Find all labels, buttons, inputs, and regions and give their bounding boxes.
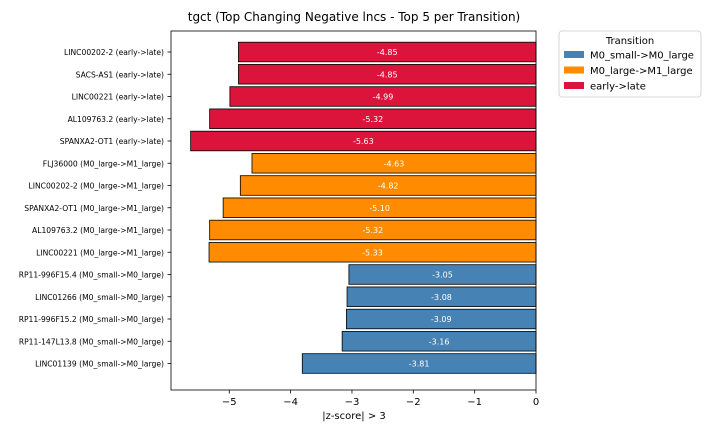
bar-value-label: -3.16 [429, 337, 450, 346]
legend-box [558, 30, 702, 98]
legend-swatch [564, 66, 584, 74]
bar-value-label: -3.09 [431, 315, 452, 324]
plot-area: -4.85 LINC00202-2 (early->late) -4.85 SACS-… [19, 30, 539, 408]
legend: Transition M0_small->M0_large M0_large->M1… [558, 30, 702, 98]
bar-value-label: -3.08 [431, 293, 452, 302]
bar-value-label: -3.81 [409, 360, 430, 369]
bar-value-label: -4.99 [373, 93, 394, 102]
bar-value-label: -4.85 [377, 70, 398, 79]
legend-swatch [564, 82, 584, 89]
y-tick-label: LINC00221 (M0_large->M1_large) [36, 248, 164, 257]
y-tick-label: LINC00221 (early->late) [72, 93, 164, 102]
bar-value-label: -5.63 [353, 137, 374, 146]
y-tick-label: LINC00202-2 (M0_large->M1_large) [29, 182, 165, 191]
y-tick-label: LINC01139 (M0_small->M0_large) [35, 360, 164, 369]
bar-value-label: -5.10 [369, 204, 390, 213]
y-tick-label: LINC01266 (M0_small->M0_large) [35, 293, 164, 302]
y-tick-label: SPANXA2-OT1 (M0_large->M1_large) [24, 204, 164, 213]
legend-title: Transition [605, 36, 654, 47]
bar-value-label: -4.85 [377, 48, 398, 57]
y-tick-label: LINC00202-2 (early->late) [64, 48, 164, 57]
legend-label: M0_large->M1_large [590, 66, 693, 77]
x-tick-label: −2 [406, 397, 421, 408]
bar-value-label: -4.63 [384, 159, 405, 168]
x-tick-label: −1 [467, 397, 482, 408]
bar-value-label: -5.32 [362, 226, 383, 235]
legend-swatch [564, 51, 584, 58]
axes-frame [170, 30, 537, 391]
legend-label: M0_small->M0_large [590, 51, 694, 62]
x-tick-label: −3 [345, 397, 360, 408]
legend-label: early->late [590, 82, 646, 93]
y-tick-label: RP11-996F15.4 (M0_small->M0_large) [19, 271, 164, 280]
x-tick-label: −5 [222, 397, 237, 408]
x-axis-label: |z-score| > 3 [322, 411, 386, 422]
bar-value-label: -5.32 [362, 115, 383, 124]
y-tick-label: SACS-AS1 (early->late) [76, 70, 164, 79]
x-tick-label: −4 [283, 397, 298, 408]
x-tick-label: 0 [533, 397, 539, 408]
y-tick-label: RP11-996F15.2 (M0_small->M0_large) [19, 315, 164, 324]
y-tick-label: RP11-147L13.8 (M0_small->M0_large) [19, 337, 164, 346]
y-tick-label: AL109763.2 (early->late) [68, 115, 164, 124]
y-tick-label: AL109763.2 (M0_large->M1_large) [32, 226, 164, 235]
y-tick-label: SPANXA2-OT1 (early->late) [60, 137, 164, 146]
bar-value-label: -5.33 [362, 248, 383, 257]
bar-value-label: -4.82 [378, 182, 399, 191]
y-tick-label: FLJ36000 (M0_large->M1_large) [43, 159, 164, 168]
bar-value-label: -3.05 [432, 271, 453, 280]
chart-title: tgct (Top Changing Negative lncs - Top 5… [188, 10, 521, 24]
